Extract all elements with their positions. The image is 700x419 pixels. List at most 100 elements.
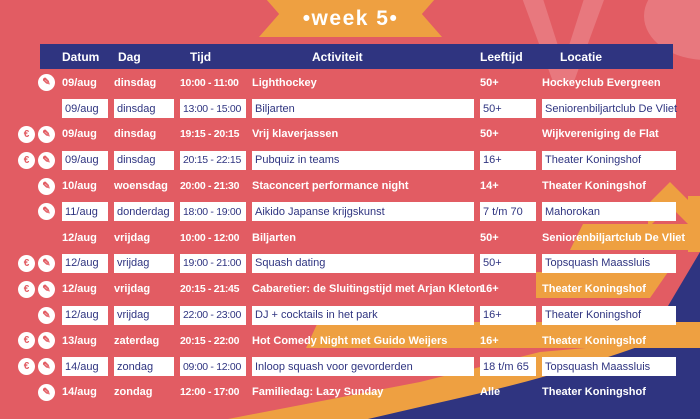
datum-cell: 09/aug: [62, 150, 108, 170]
schedule-rows: ✎ 09/aug dinsdag 10:00 - 11:00 Lighthock…: [0, 70, 700, 405]
signup-pencil-icon: ✎: [38, 280, 55, 298]
tijd-cell: 20:00 - 21:30: [180, 180, 240, 193]
schedule-row: ✎ 14/aug zondag 12:00 - 17:00 Familiedag…: [0, 380, 700, 406]
schedule-row: € ✎ 14/aug zondag 09:00 - 12:00 Inloop sq…: [0, 354, 700, 380]
row-icons: € ✎: [14, 151, 56, 169]
leeftijd-cell: 14+: [480, 180, 499, 193]
activiteit-cell: Familiedag: Lazy Sunday: [252, 386, 384, 399]
locatie-cell: Hockeyclub Evergreen: [542, 76, 661, 89]
euro-paid-activity-icon: €: [18, 280, 35, 298]
signup-pencil-icon: ✎: [38, 332, 55, 350]
activiteit-cell: Biljarten: [252, 99, 474, 119]
activiteit-cell: Staconcert performance night: [252, 180, 409, 193]
column-header-leeftijd: Leeftijd: [480, 49, 523, 64]
schedule-row: ✎ 12/aug vrijdag 22:00 - 23:00 DJ + cock…: [0, 302, 700, 328]
dag-cell: dinsdag: [114, 128, 157, 141]
locatie-cell: Topsquash Maassluis: [542, 357, 676, 377]
signup-pencil-icon: ✎: [38, 125, 55, 143]
euro-paid-activity-icon: €: [18, 332, 35, 350]
leeftijd-cell: Alle: [480, 386, 501, 399]
schedule-row: ✎ 11/aug donderdag 18:00 - 19:00 Aikido …: [0, 199, 700, 225]
locatie-cell: Theater Koningshof: [542, 334, 646, 347]
row-icons: ✎: [14, 306, 56, 324]
signup-pencil-icon: ✎: [38, 383, 55, 401]
locatie-cell: Theater Koningshof: [542, 305, 676, 325]
row-icons: ✎: [14, 203, 56, 221]
euro-paid-activity-icon: €: [18, 254, 35, 272]
table-header-bar: [40, 44, 673, 69]
datum-cell: 11/aug: [62, 202, 108, 222]
column-header-tijd: Tijd: [190, 49, 212, 64]
locatie-cell: Wijkvereniging de Flat: [542, 128, 659, 141]
schedule-row: € ✎ 09/aug dinsdag 19:15 - 20:15 Vrij kla…: [0, 122, 700, 148]
locatie-cell: Theater Koningshof: [542, 386, 646, 399]
row-icons: ✎: [14, 383, 56, 401]
datum-cell: 09/aug: [62, 128, 97, 141]
leeftijd-cell: 7 t/m 70: [480, 202, 536, 222]
schedule-row: € ✎ 09/aug dinsdag 20:15 - 22:15 Pubquiz …: [0, 147, 700, 173]
locatie-cell: Topsquash Maassluis: [542, 253, 676, 273]
leeftijd-cell: 50+: [480, 231, 499, 244]
column-header-activiteit: Activiteit: [312, 49, 363, 64]
datum-cell: 12/aug: [62, 231, 97, 244]
euro-paid-activity-icon: €: [18, 125, 35, 143]
signup-pencil-icon: ✎: [38, 177, 55, 195]
activiteit-cell: Squash dating: [252, 253, 474, 273]
datum-cell: 09/aug: [62, 99, 108, 119]
datum-cell: 10/aug: [62, 180, 97, 193]
tijd-cell: 10:00 - 12:00: [180, 231, 240, 244]
locatie-cell: Theater Koningshof: [542, 283, 646, 296]
tijd-cell: 20:15 - 21:45: [180, 283, 240, 296]
leeftijd-cell: 16+: [480, 305, 536, 325]
signup-pencil-icon: ✎: [38, 306, 55, 324]
tijd-cell: 12:00 - 17:00: [180, 386, 240, 399]
leeftijd-cell: 50+: [480, 76, 499, 89]
dag-cell: vrijdag: [114, 283, 151, 296]
tijd-cell: 22:00 - 23:00: [180, 305, 246, 325]
locatie-cell: Seniorenbiljartclub De Vliet: [542, 231, 686, 244]
row-icons: € ✎: [14, 125, 56, 143]
dag-cell: dinsdag: [114, 99, 174, 119]
euro-paid-activity-icon: €: [18, 358, 35, 376]
row-icons: € ✎: [14, 280, 56, 298]
tijd-cell: 10:00 - 11:00: [180, 76, 239, 89]
row-icons: € ✎: [14, 358, 56, 376]
tijd-cell: 19:00 - 21:00: [180, 253, 246, 273]
row-icons: ✎: [14, 177, 56, 195]
locatie-cell: Mahorokan: [542, 202, 676, 222]
euro-paid-activity-icon: €: [18, 151, 35, 169]
signup-pencil-icon: ✎: [38, 358, 55, 376]
signup-pencil-icon: ✎: [38, 74, 55, 92]
activiteit-cell: Pubquiz in teams: [252, 150, 474, 170]
week-banner: •week 5•: [259, 0, 442, 37]
locatie-cell: Theater Koningshof: [542, 150, 676, 170]
activiteit-cell: DJ + cocktails in het park: [252, 305, 474, 325]
row-icons: ✎: [14, 74, 56, 92]
datum-cell: 12/aug: [62, 305, 108, 325]
column-header-datum: Datum: [62, 49, 100, 64]
tijd-cell: 13:00 - 15:00: [180, 99, 246, 119]
table-header: Datum Dag Tijd Activiteit Leeftijd Locat…: [0, 44, 700, 69]
dag-cell: zondag: [114, 357, 174, 377]
leeftijd-cell: 16+: [480, 334, 499, 347]
tijd-cell: 09:00 - 12:00: [180, 357, 246, 377]
tijd-cell: 19:15 - 20:15: [180, 128, 240, 141]
row-icons: € ✎: [14, 332, 56, 350]
row-icons: € ✎: [14, 254, 56, 272]
dag-cell: dinsdag: [114, 76, 157, 89]
column-header-locatie: Locatie: [560, 49, 603, 64]
schedule-row: ✎ 10/aug woensdag 20:00 - 21:30 Staconce…: [0, 173, 700, 199]
dag-cell: vrijdag: [114, 305, 174, 325]
tijd-cell: 20:15 - 22:15: [180, 150, 246, 170]
column-header-dag: Dag: [118, 49, 141, 64]
schedule-row: 12/aug vrijdag 10:00 - 12:00 Biljarten 5…: [0, 225, 700, 251]
dag-cell: zaterdag: [114, 334, 160, 347]
activiteit-cell: Aikido Japanse krijgskunst: [252, 202, 474, 222]
leeftijd-cell: 50+: [480, 253, 536, 273]
datum-cell: 12/aug: [62, 283, 97, 296]
activiteit-cell: Lighthockey: [252, 76, 317, 89]
week-banner-label: •week 5•: [302, 6, 399, 30]
signup-pencil-icon: ✎: [38, 151, 55, 169]
activiteit-cell: Cabaretier: de Sluitingstijd met Arjan K…: [252, 283, 483, 296]
